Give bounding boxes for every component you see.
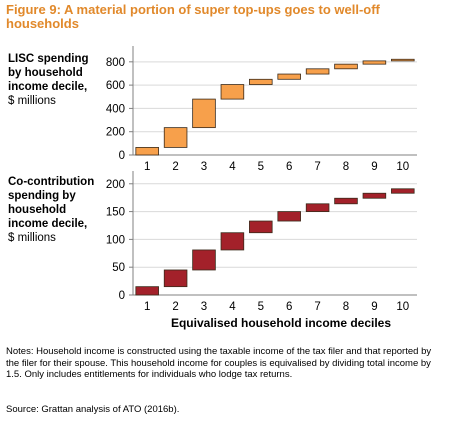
cocon-label-line-1: Co-contribution (8, 176, 95, 188)
bar-decile-9 (362, 60, 387, 65)
lisc-label-line-3: income decile, (8, 81, 88, 93)
bar-decile-2 (163, 127, 188, 148)
y-tick-label: 800 (106, 57, 125, 69)
bar-decile-7 (305, 68, 330, 75)
cocon-label-line-4: income decile, (8, 218, 88, 230)
bar-decile-10 (391, 188, 415, 194)
y-tick-label: 0 (119, 290, 125, 302)
x-tick-label: 4 (229, 301, 236, 313)
bar-decile-7 (305, 203, 330, 212)
x-tick-label: 8 (343, 301, 349, 313)
x-tick-label: 1 (144, 161, 150, 173)
bar-decile-3 (192, 98, 216, 129)
lisc-label-line-1: LISC spending (8, 53, 89, 65)
x-tick-label: 4 (229, 161, 236, 173)
y-tick-label: 150 (106, 207, 125, 219)
x-tick-label: 2 (172, 301, 178, 313)
bar-decile-10 (391, 58, 415, 62)
bar-decile-1 (135, 147, 159, 156)
bar-decile-5 (249, 78, 273, 85)
y-tick-label: 200 (106, 179, 125, 191)
x-tick-label: 5 (258, 161, 264, 173)
x-tick-label: 6 (286, 161, 292, 173)
y-tick-label: 600 (106, 80, 125, 92)
bar-decile-8 (334, 197, 358, 205)
x-tick-label: 9 (371, 301, 377, 313)
bar-decile-2 (163, 269, 188, 288)
x-tick-label: 7 (314, 301, 320, 313)
notes-text: Notes: Household income is constructed u… (6, 346, 432, 380)
source-text: Source: Grattan analysis of ATO (2016b). (6, 404, 180, 415)
bar-decile-6 (277, 211, 301, 222)
lisc-unit-label: $ millions (8, 95, 56, 107)
cocon-label-line-2: spending by (8, 190, 76, 202)
x-tick-label: 10 (396, 161, 409, 173)
y-tick-label: 200 (106, 127, 125, 139)
x-axis-title: Equivalised household income deciles (171, 316, 391, 330)
x-tick-label: 10 (396, 301, 409, 313)
x-tick-label: 9 (371, 161, 377, 173)
y-tick-label: 0 (119, 150, 125, 162)
x-tick-label: 2 (172, 161, 178, 173)
bar-decile-9 (362, 192, 387, 199)
cocontribution-panel-label: Co-contribution spending by household in… (8, 175, 94, 245)
y-tick-label: 50 (112, 262, 125, 274)
x-tick-label: 7 (314, 161, 320, 173)
bar-decile-6 (277, 73, 301, 80)
bar-decile-1 (135, 286, 159, 296)
bar-decile-4 (220, 232, 245, 251)
x-tick-label: 8 (343, 161, 349, 173)
lisc-label-line-2: by household (8, 67, 83, 79)
cocon-label-line-3: household (8, 204, 67, 216)
y-tick-label: 400 (106, 103, 125, 115)
x-tick-label: 1 (144, 301, 150, 313)
cocon-unit-label: $ millions (8, 232, 56, 244)
x-tick-label: 6 (286, 301, 292, 313)
bar-decile-3 (192, 249, 216, 271)
bar-decile-8 (334, 63, 358, 70)
x-tick-label: 3 (201, 301, 207, 313)
y-tick-label: 100 (106, 234, 125, 246)
bar-decile-5 (249, 220, 273, 234)
bar-decile-4 (220, 84, 245, 100)
lisc-panel-label: LISC spending by household income decile… (8, 52, 89, 108)
x-tick-label: 3 (201, 161, 207, 173)
x-tick-label: 5 (258, 301, 264, 313)
figure-title: Figure 9: A material portion of super to… (6, 2, 380, 31)
